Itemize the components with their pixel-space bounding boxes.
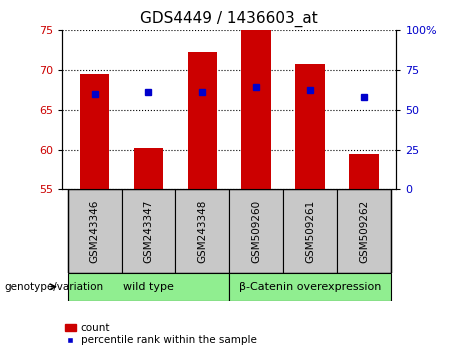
Bar (283, 189, 337, 273)
Bar (296, 64, 325, 189)
Title: GDS4449 / 1436603_at: GDS4449 / 1436603_at (141, 11, 318, 27)
Bar (230, 189, 283, 273)
Text: GSM243348: GSM243348 (197, 199, 207, 263)
Text: GSM509261: GSM509261 (305, 199, 315, 263)
Bar (122, 189, 176, 273)
Legend: count, percentile rank within the sample: count, percentile rank within the sample (65, 323, 257, 345)
Bar (68, 273, 229, 301)
Bar (349, 154, 379, 189)
Bar (176, 189, 229, 273)
Text: β-Catenin overexpression: β-Catenin overexpression (239, 282, 381, 292)
Text: GSM243347: GSM243347 (143, 199, 154, 263)
Text: GSM243346: GSM243346 (89, 199, 100, 263)
Bar (230, 273, 391, 301)
Bar (80, 74, 109, 189)
Text: GSM509262: GSM509262 (359, 199, 369, 263)
Text: GSM509260: GSM509260 (251, 199, 261, 263)
Bar (337, 189, 391, 273)
Bar (188, 52, 217, 189)
Bar (242, 30, 271, 189)
Bar (134, 148, 163, 189)
Text: wild type: wild type (123, 282, 174, 292)
Bar (68, 189, 122, 273)
Text: genotype/variation: genotype/variation (5, 282, 104, 292)
